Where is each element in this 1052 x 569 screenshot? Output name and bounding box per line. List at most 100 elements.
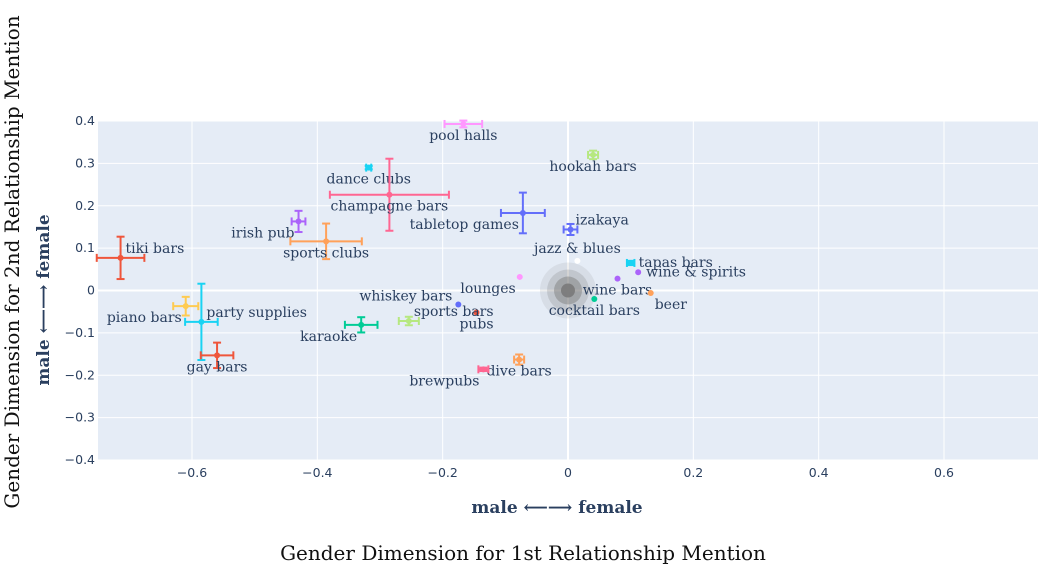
- data-point-label: wine bars: [583, 283, 652, 299]
- x-tick-label: 0.2: [683, 465, 703, 480]
- data-point-marker: [614, 275, 621, 282]
- data-point-label: tiki bars: [126, 241, 185, 257]
- data-point-label: sports clubs: [283, 245, 369, 261]
- data-point-label: lounges: [460, 281, 515, 297]
- y-direction-label: male ⟵⟶ female: [34, 214, 54, 385]
- y-axis-title: Gender Dimension for 2nd Relationship Me…: [0, 15, 24, 508]
- data-point-marker: [591, 295, 598, 302]
- data-point-label: karaoke: [300, 329, 357, 345]
- data-point-marker: [214, 352, 221, 359]
- y-tick-label: −0.4: [65, 452, 95, 467]
- data-point-marker: [519, 209, 526, 216]
- data-point-group: gay bars: [187, 341, 248, 375]
- x-tick-label: 0.4: [809, 465, 829, 480]
- x-tick-label: −0.4: [302, 465, 332, 480]
- data-points: pool halls hookah bars dance clubs champagn…: [95, 119, 746, 389]
- data-point-marker: [480, 366, 487, 373]
- data-point-marker: [405, 318, 412, 325]
- y-tick-label: 0.2: [75, 198, 95, 213]
- data-point-marker: [567, 226, 574, 233]
- data-point-group: jazz & blues: [532, 241, 621, 264]
- data-point-group: tapas bars: [625, 255, 713, 271]
- data-point-group: dive bars: [486, 353, 552, 380]
- x-tick-label: 0.6: [934, 465, 954, 480]
- data-point-label: dive bars: [486, 364, 551, 380]
- y-tick-label: −0.1: [65, 325, 95, 340]
- data-point-marker: [635, 269, 642, 276]
- data-point-marker: [386, 191, 393, 198]
- data-point-label: beer: [655, 297, 688, 313]
- x-tick-label: 0: [564, 465, 572, 480]
- data-point-group: piano bars: [107, 295, 200, 326]
- y-tick-label: 0.1: [75, 240, 95, 255]
- data-point-label: champagne bars: [331, 199, 449, 215]
- data-point-group: whiskey bars: [359, 288, 462, 308]
- data-point-label: whiskey bars: [359, 288, 452, 304]
- data-point-group: party supplies: [184, 282, 307, 361]
- data-point-marker: [473, 309, 480, 316]
- data-point-group: sports bars: [397, 304, 494, 327]
- data-point-group: cocktail bars: [549, 295, 640, 319]
- x-axis-title: Gender Dimension for 1st Relationship Me…: [280, 541, 766, 565]
- data-point-marker: [590, 151, 597, 158]
- y-tick-label: −0.3: [65, 410, 95, 425]
- data-point-marker: [365, 164, 372, 171]
- data-point-marker: [198, 318, 205, 325]
- origin-marker: [540, 262, 596, 319]
- data-point-group: beer: [647, 290, 688, 313]
- x-tick-label: −0.6: [177, 465, 207, 480]
- y-tick-labels: 0.4 0.3 0.2 0.1 0 −0.1 −0.2 −0.3 −0.4: [65, 113, 95, 467]
- data-point-label: wine & spirits: [646, 264, 746, 280]
- y-tick-label: −0.2: [65, 367, 95, 382]
- data-point-group: karaoke: [300, 316, 379, 345]
- data-point-marker: [647, 290, 654, 297]
- grid-lines: [98, 120, 1038, 461]
- data-point-label: tapas bars: [639, 255, 713, 271]
- data-point-group: tabletop games: [410, 191, 546, 235]
- y-tick-label: 0.3: [75, 155, 95, 170]
- data-point-label: sports bars: [414, 304, 494, 320]
- data-point-label: hookah bars: [549, 159, 636, 175]
- data-point-label: pool halls: [429, 128, 497, 144]
- data-point-label: pubs: [459, 317, 493, 333]
- data-point-label: izakaya: [576, 212, 629, 228]
- data-point-label: party supplies: [206, 305, 307, 321]
- origin-dot: [561, 283, 575, 298]
- data-point-marker: [117, 254, 124, 261]
- y-tick-label: 0.4: [75, 113, 95, 128]
- data-point-marker: [516, 356, 523, 363]
- data-point-marker: [182, 303, 189, 310]
- data-point-marker: [627, 259, 634, 266]
- data-point-group: wine & spirits: [635, 264, 746, 280]
- data-point-label: irish pub: [231, 225, 294, 241]
- data-point-group: izakaya: [562, 212, 629, 236]
- data-point-group: irish pub: [231, 209, 307, 241]
- data-point-group: champagne bars: [328, 157, 450, 232]
- data-point-group: tiki bars: [95, 235, 185, 281]
- data-point-label: cocktail bars: [549, 303, 640, 319]
- data-point-group: sports clubs: [283, 222, 369, 261]
- data-point-marker: [574, 257, 581, 264]
- data-point-label: gay bars: [187, 359, 248, 375]
- data-point-marker: [323, 238, 330, 245]
- data-point-marker: [460, 120, 467, 127]
- data-point-label: jazz & blues: [532, 241, 621, 257]
- data-point-label: dance clubs: [327, 172, 411, 188]
- x-tick-labels: −0.6 −0.4 −0.2 0 0.2 0.4 0.6: [177, 465, 954, 480]
- data-point-marker: [455, 301, 462, 308]
- data-point-group: brewpubs: [409, 365, 490, 389]
- data-point-marker: [358, 321, 365, 328]
- x-tick-label: −0.2: [427, 465, 457, 480]
- data-point-group: pubs: [459, 309, 494, 333]
- data-point-marker: [516, 273, 523, 280]
- y-tick-label: 0: [87, 283, 95, 298]
- data-point-marker: [295, 218, 302, 225]
- x-direction-label: male ⟵⟶ female: [471, 498, 642, 518]
- data-point-group: wine bars: [583, 275, 652, 299]
- data-point-group: hookah bars: [549, 149, 637, 175]
- data-point-label: piano bars: [107, 310, 182, 326]
- data-point-group: pool halls: [429, 119, 497, 144]
- data-point-label: tabletop games: [410, 217, 519, 233]
- data-point-group: lounges: [460, 273, 523, 297]
